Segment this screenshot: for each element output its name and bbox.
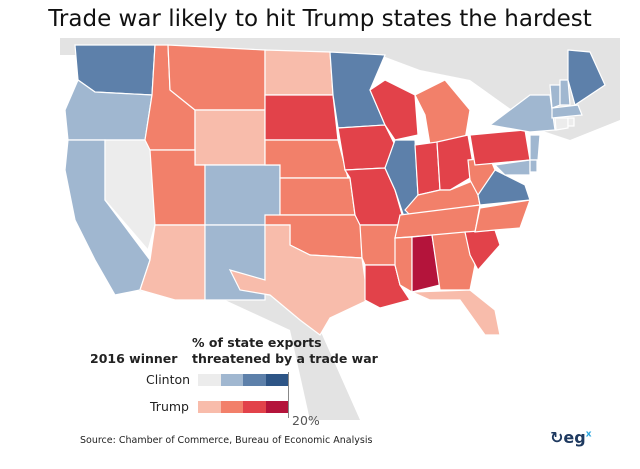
trump-scale-step-3 bbox=[243, 401, 266, 413]
scale-heading-line2: threatened by a trade war bbox=[192, 351, 378, 366]
state-nh bbox=[559, 79, 571, 106]
trump-scale-step-1 bbox=[198, 401, 221, 413]
trump-scale-step-2 bbox=[220, 401, 243, 413]
state-ms bbox=[394, 236, 413, 294]
clinton-color-scale bbox=[198, 374, 288, 386]
state-nd bbox=[264, 49, 334, 96]
state-vt bbox=[549, 84, 561, 109]
clinton-scale-step-1 bbox=[198, 374, 221, 386]
canada-land bbox=[60, 38, 620, 140]
chart-title: Trade war likely to hit Trump states the… bbox=[48, 6, 592, 32]
state-nc bbox=[474, 199, 531, 233]
state-ny bbox=[488, 94, 556, 133]
state-ar bbox=[359, 224, 401, 266]
trump-label: Trump bbox=[150, 399, 189, 414]
state-in bbox=[414, 141, 441, 196]
state-mi bbox=[414, 79, 471, 146]
source-note: Source: Chamber of Commerce, Bureau of E… bbox=[80, 435, 373, 446]
egx-logo: ↻egx bbox=[550, 428, 592, 447]
state-ct bbox=[554, 117, 569, 131]
clinton-scale-step-4 bbox=[265, 374, 288, 386]
state-ks bbox=[279, 177, 356, 216]
state-nj bbox=[529, 134, 541, 161]
state-mt bbox=[167, 44, 266, 111]
clinton-label: Clinton bbox=[146, 372, 191, 387]
winner-heading: 2016 winner bbox=[90, 351, 178, 366]
state-ri bbox=[567, 117, 575, 127]
tick-label: 20% bbox=[292, 413, 320, 428]
logo-icon: ↻ bbox=[550, 428, 564, 447]
scale-heading-line1: % of state exports bbox=[192, 335, 322, 350]
trump-scale-step-4 bbox=[265, 401, 288, 413]
state-sd bbox=[264, 94, 339, 141]
state-fl bbox=[411, 289, 501, 336]
state-de bbox=[529, 159, 538, 173]
state-ma bbox=[551, 104, 583, 119]
trump-color-scale bbox=[198, 401, 288, 413]
state-wy bbox=[194, 109, 266, 166]
state-me bbox=[567, 49, 606, 106]
clinton-scale-step-3 bbox=[243, 374, 266, 386]
clinton-scale-step-2 bbox=[220, 374, 243, 386]
state-md bbox=[493, 159, 531, 176]
state-ga bbox=[431, 231, 476, 291]
state-pa bbox=[469, 129, 531, 166]
scale-tick bbox=[288, 372, 289, 418]
state-tx bbox=[228, 224, 369, 336]
state-oh bbox=[436, 134, 476, 191]
